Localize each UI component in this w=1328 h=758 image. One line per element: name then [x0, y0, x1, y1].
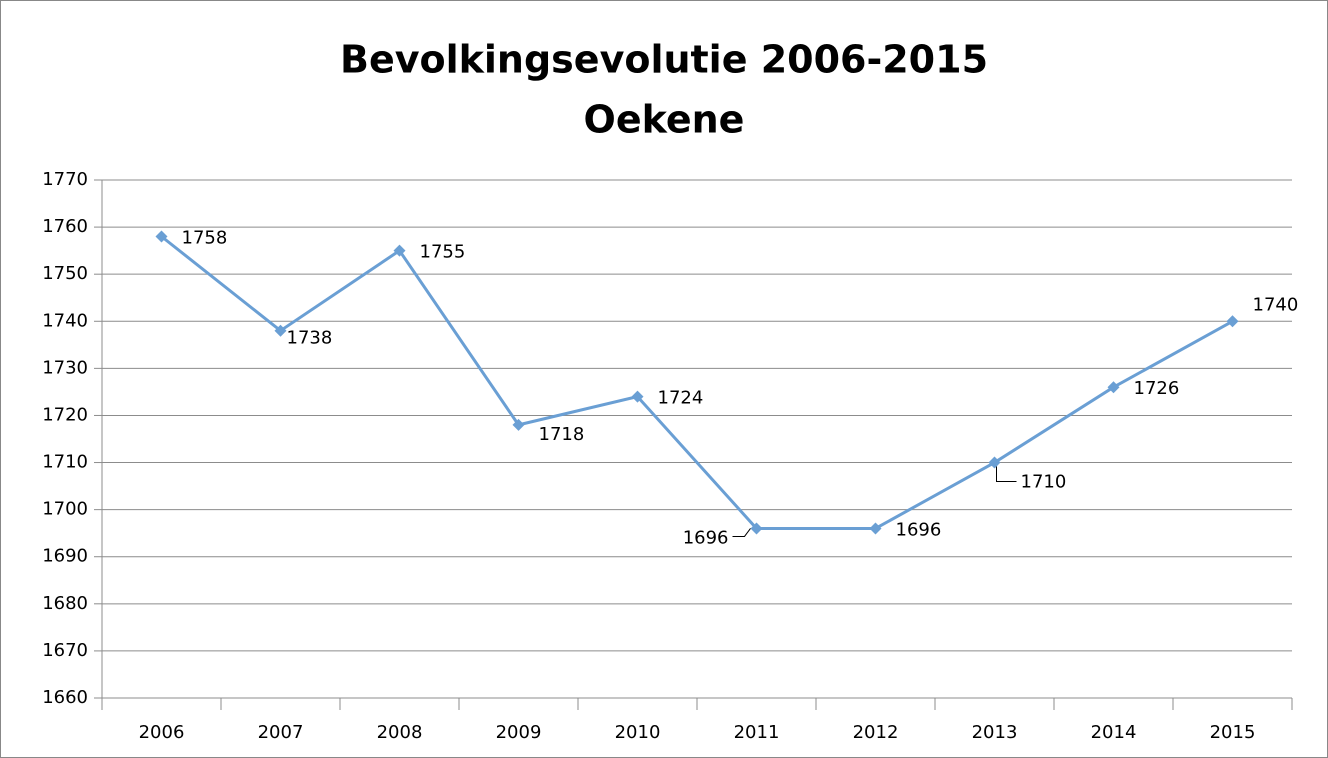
y-tick-label: 1710	[42, 452, 88, 473]
data-label: 1718	[539, 424, 585, 445]
y-tick-label: 1720	[42, 404, 88, 425]
y-tick-label: 1700	[42, 499, 88, 520]
leader-line	[996, 466, 1017, 483]
y-tick-label: 1680	[42, 593, 88, 614]
data-label: 1755	[420, 242, 466, 263]
x-tick-label: 2011	[734, 722, 780, 743]
x-tick-label: 2008	[377, 722, 423, 743]
data-label: 1724	[658, 388, 704, 409]
marker	[393, 244, 406, 257]
marker	[155, 230, 168, 243]
x-tick-label: 2007	[258, 722, 304, 743]
chart-title: Oekene	[584, 98, 745, 142]
marker	[1107, 381, 1120, 394]
x-tick-label: 2006	[139, 722, 185, 743]
y-tick-label: 1760	[42, 216, 88, 237]
y-tick-label: 1670	[42, 640, 88, 661]
data-label: 1740	[1253, 294, 1299, 315]
x-tick-label: 2013	[972, 722, 1018, 743]
x-tick-label: 2015	[1210, 722, 1256, 743]
data-label: 1726	[1134, 378, 1180, 399]
y-tick-label: 1770	[42, 169, 88, 190]
data-label: 1758	[182, 228, 228, 249]
data-label: 1738	[287, 328, 333, 349]
marker	[512, 418, 525, 431]
data-line	[160, 235, 1234, 530]
marker	[1226, 315, 1239, 328]
marker	[274, 324, 287, 337]
y-tick-label: 1660	[42, 687, 88, 708]
data-label: 1710	[1021, 472, 1067, 493]
x-tick-label: 2012	[853, 722, 899, 743]
marker	[750, 522, 763, 535]
y-tick-label: 1740	[42, 310, 88, 331]
marker	[631, 390, 644, 403]
marker	[869, 522, 882, 535]
data-label: 1696	[683, 527, 729, 548]
marker	[988, 456, 1001, 469]
data-label: 1696	[896, 519, 942, 540]
leader-line	[732, 528, 751, 537]
chart-title: Bevolkingsevolutie 2006-2015	[340, 38, 988, 82]
y-tick-label: 1730	[42, 357, 88, 378]
y-tick-label: 1750	[42, 263, 88, 284]
x-tick-label: 2014	[1091, 722, 1137, 743]
y-tick-label: 1690	[42, 546, 88, 567]
x-tick-label: 2010	[615, 722, 661, 743]
x-tick-label: 2009	[496, 722, 542, 743]
